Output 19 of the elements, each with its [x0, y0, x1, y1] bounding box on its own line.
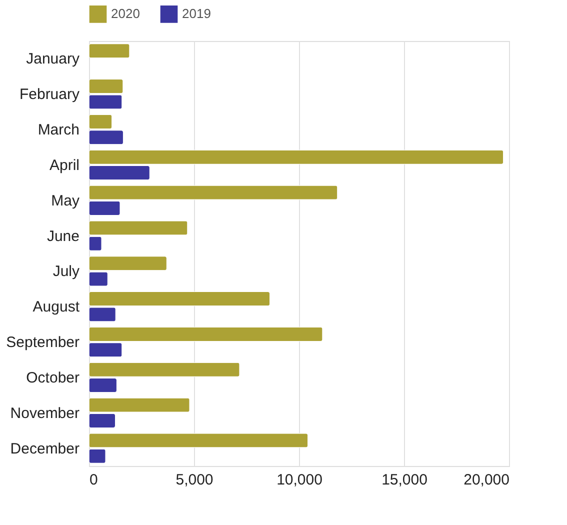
x-tick-label: 10,000: [276, 472, 322, 488]
y-tick-label: September: [6, 334, 80, 352]
x-tick-label: 15,000: [382, 472, 428, 488]
legend-label: 2020: [111, 6, 140, 22]
y-tick-label: May: [51, 192, 80, 210]
y-tick-label: December: [10, 440, 80, 458]
y-tick-label: July: [52, 263, 80, 280]
x-tick-label: 20,000: [464, 472, 510, 488]
y-tick-label: October: [26, 369, 80, 386]
x-tick-label: 5,000: [176, 472, 214, 488]
x-tick-label: 0: [90, 472, 98, 488]
y-tick-label: April: [49, 156, 80, 174]
y-tick-label: February: [19, 86, 80, 104]
legend-label: 2019: [182, 6, 211, 22]
y-tick-label: March: [38, 122, 80, 139]
y-tick-label: January: [26, 50, 80, 68]
y-tick-label: November: [10, 404, 80, 422]
y-tick-label: June: [46, 228, 80, 245]
y-tick-label: August: [32, 298, 80, 316]
